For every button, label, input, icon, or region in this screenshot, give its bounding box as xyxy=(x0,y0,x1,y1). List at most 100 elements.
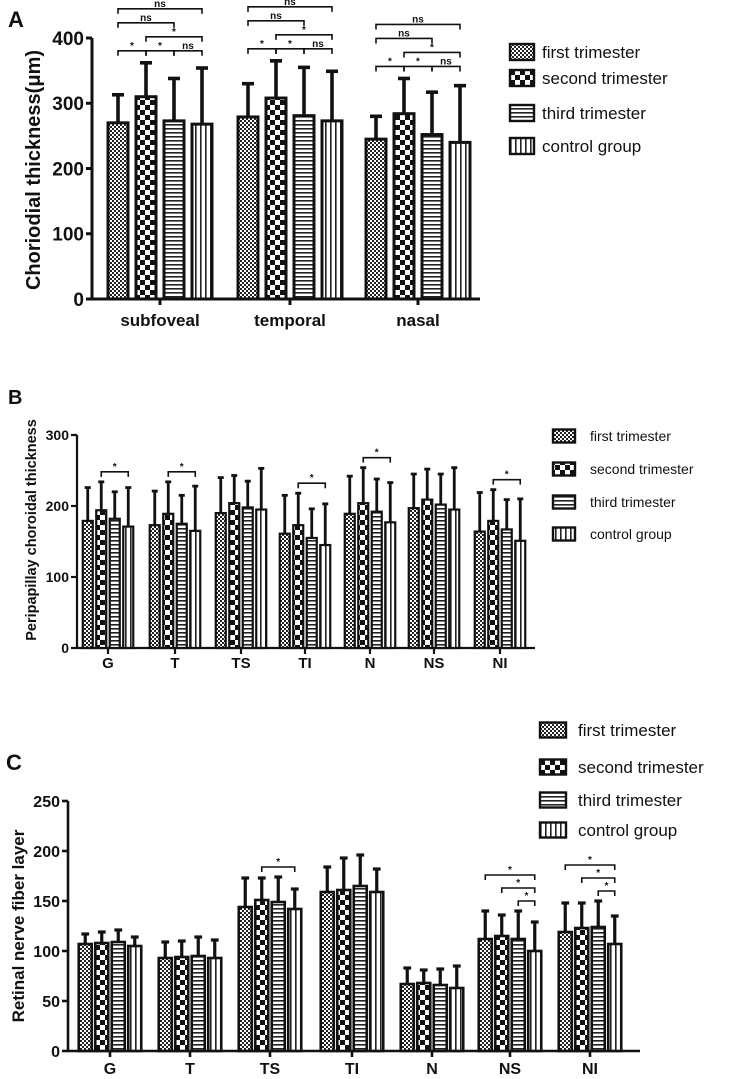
bar-third-trimester xyxy=(434,503,447,650)
significance-bracket xyxy=(484,874,536,880)
legend-label: third trimester xyxy=(542,104,646,123)
bar-first-trimester xyxy=(106,121,130,301)
legend-swatch xyxy=(551,428,577,444)
bar-second-trimester xyxy=(292,524,305,650)
significance-label: ns xyxy=(140,13,152,24)
legend-swatch xyxy=(551,494,577,510)
bar-third-trimester xyxy=(352,884,369,1053)
legend-swatch xyxy=(538,758,568,776)
significance-label: * xyxy=(130,41,134,52)
bar-control-group xyxy=(526,949,543,1053)
bar-first-trimester xyxy=(319,890,336,1053)
significance-label: * xyxy=(113,462,117,473)
bar-first-trimester xyxy=(148,524,161,650)
y-tick-label: 100 xyxy=(46,569,70,585)
panel-label: A xyxy=(8,7,24,32)
significance-bracket xyxy=(117,7,203,14)
chart-panel-c: C Retinal nerve fiber layer 0 50 100 150 200 25… xyxy=(6,721,704,1078)
bar-first-trimester xyxy=(477,937,494,1053)
bar-control-group xyxy=(368,890,385,1053)
legend-label: control group xyxy=(578,821,677,840)
y-axis-label: Peripapillay choroidal thickness xyxy=(24,419,40,641)
bar-third-trimester xyxy=(110,940,127,1053)
significance-label: * xyxy=(516,878,520,889)
x-tick-label: nasal xyxy=(396,311,439,330)
bar-second-trimester xyxy=(173,955,190,1053)
significance-label: * xyxy=(388,56,392,67)
y-tick-label: 200 xyxy=(52,159,84,180)
significance-bracket xyxy=(375,37,433,44)
x-tick-label: TS xyxy=(260,1061,281,1078)
bar-control-group xyxy=(448,508,461,650)
bar-second-trimester xyxy=(134,95,158,301)
legend-label: control group xyxy=(542,137,641,156)
chart-panel-a: A Choriodial thickness(μm) 0 100 200 300 400 su… xyxy=(8,0,668,330)
significance-label: ns xyxy=(440,56,452,67)
bar-first-trimester xyxy=(399,982,416,1053)
bar-second-trimester xyxy=(95,509,108,650)
bar-second-trimester xyxy=(335,888,352,1053)
significance-bracket xyxy=(597,890,616,896)
significance-bracket xyxy=(517,900,536,906)
significance-bracket xyxy=(500,887,536,893)
bar-control-group xyxy=(514,539,527,650)
significance-bracket xyxy=(564,864,616,870)
x-tick-label: NI xyxy=(582,1061,598,1078)
bar-third-trimester xyxy=(108,517,121,650)
legend-label: second trimester xyxy=(542,69,668,88)
bar-control-group xyxy=(448,986,465,1053)
significance-bracket xyxy=(492,478,522,485)
bar-second-trimester xyxy=(487,519,500,650)
significance-label: * xyxy=(416,56,420,67)
x-tick-label: subfoveal xyxy=(120,311,199,330)
bar-third-trimester xyxy=(270,900,287,1053)
bar-third-trimester xyxy=(162,119,186,301)
legend-swatch xyxy=(551,461,577,477)
panel-label: C xyxy=(6,750,22,775)
bar-second-trimester xyxy=(253,898,270,1053)
significance-label: * xyxy=(505,470,509,481)
bar-control-group xyxy=(286,907,303,1053)
bar-first-trimester xyxy=(343,512,356,650)
bar-first-trimester xyxy=(557,930,574,1053)
bar-first-trimester xyxy=(407,507,420,650)
bar-control-group xyxy=(189,529,202,650)
x-tick-label: T xyxy=(185,1061,195,1078)
legend-swatch xyxy=(538,821,568,839)
bar-second-trimester xyxy=(264,96,288,301)
bar-third-trimester xyxy=(510,937,527,1053)
significance-label: * xyxy=(525,891,529,902)
bar-second-trimester xyxy=(421,498,434,650)
significance-bracket xyxy=(247,6,333,12)
bar-third-trimester xyxy=(292,114,316,301)
bar-third-trimester xyxy=(190,954,207,1053)
x-tick-label: TI xyxy=(345,1061,359,1078)
significance-bracket xyxy=(431,65,461,72)
significance-bracket xyxy=(362,456,392,463)
y-tick-label: 150 xyxy=(33,894,60,911)
bar-control-group xyxy=(126,944,143,1053)
significance-bracket xyxy=(100,471,130,477)
y-tick-label: 0 xyxy=(51,1044,60,1061)
bar-control-group xyxy=(384,521,397,650)
bar-control-group xyxy=(255,508,268,650)
legend-swatch xyxy=(538,721,568,739)
significance-bracket xyxy=(375,23,461,30)
y-tick-label: 100 xyxy=(33,944,60,961)
bar-control-group xyxy=(448,140,472,301)
significance-bracket xyxy=(145,35,203,42)
significance-label: * xyxy=(310,473,314,484)
significance-label: ns xyxy=(182,41,194,52)
significance-bracket xyxy=(580,877,616,883)
bar-first-trimester xyxy=(473,530,486,650)
bar-third-trimester xyxy=(175,522,188,650)
bar-first-trimester xyxy=(278,532,291,650)
significance-bracket xyxy=(297,482,327,489)
legend-swatch xyxy=(538,791,568,809)
bar-first-trimester xyxy=(214,511,227,650)
significance-label: ns xyxy=(412,14,424,25)
significance-bracket xyxy=(403,51,461,58)
legend-label: second trimester xyxy=(578,758,704,777)
